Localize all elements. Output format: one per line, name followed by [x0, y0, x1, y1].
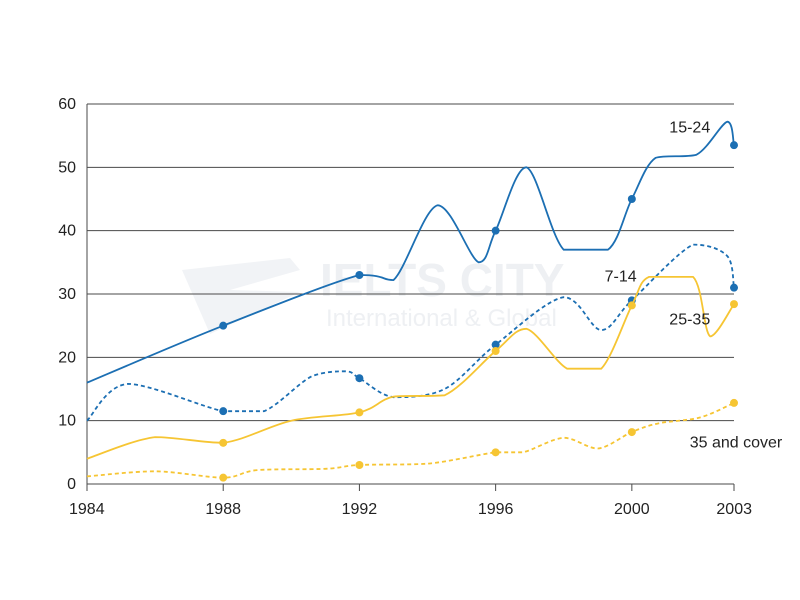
y-tick-label-10: 10	[58, 413, 76, 430]
x-tick-label-2000: 2000	[614, 501, 650, 518]
data-point-35-and-cover-1992	[355, 461, 364, 469]
data-point-7-14-2003	[730, 283, 738, 292]
series-line-7-14	[86, 243, 735, 422]
data-point-25-35-2003	[730, 300, 738, 309]
x-tick-label-1988: 1988	[205, 501, 241, 518]
series	[86, 120, 738, 482]
data-point-25-35-1988	[219, 438, 228, 447]
data-point-7-14-1988	[219, 407, 228, 416]
data-point-15-24-2003	[730, 141, 738, 150]
data-point-7-14-1992	[355, 374, 364, 383]
data-point-15-24-2000	[627, 195, 636, 203]
x-tick-label-1984: 1984	[69, 501, 105, 518]
data-point-35-and-cover-2000	[627, 428, 636, 437]
x-tick-label-1992: 1992	[342, 501, 378, 518]
data-point-25-35-1992	[355, 408, 364, 417]
series-line-25-35	[86, 275, 735, 460]
x-tick-label-2003: 2003	[716, 501, 752, 518]
y-tick-label-0: 0	[67, 476, 76, 493]
y-tick-label-30: 30	[58, 286, 76, 303]
svg-text:International & Global: International & Global	[326, 305, 557, 332]
y-tick-label-50: 50	[58, 159, 76, 176]
data-point-35-and-cover-1996	[491, 448, 500, 457]
data-point-15-24-1996	[491, 226, 500, 235]
data-point-15-24-1992	[355, 271, 364, 279]
y-tick-label-60: 60	[58, 96, 76, 113]
y-tick-label-20: 20	[58, 349, 76, 366]
data-point-15-24-1988	[219, 321, 228, 330]
watermark: IELTS CITY International & Global	[182, 254, 565, 334]
svg-text:IELTS CITY: IELTS CITY	[320, 254, 565, 306]
series-label-35-and-cover: 35 and cover	[690, 434, 783, 451]
series-label-15-24: 15-24	[669, 120, 710, 137]
series-label-25-35: 25-35	[669, 311, 710, 328]
data-point-7-14-1996	[491, 340, 500, 349]
labels: 15-24 7-14 25-35 35 and cover	[605, 120, 783, 452]
series-line-15-24	[86, 120, 735, 384]
data-point-35-and-cover-2003	[730, 398, 738, 407]
x-tick-label-1996: 1996	[478, 501, 514, 518]
data-point-25-35-2000	[627, 301, 636, 310]
data-point-35-and-cover-1988	[219, 473, 228, 482]
data-point-25-35-1996	[491, 347, 500, 355]
y-tick-label-40: 40	[58, 223, 76, 240]
series-label-7-14: 7-14	[605, 268, 637, 285]
series-line-35-and-cover	[86, 402, 735, 479]
grid	[87, 103, 734, 422]
